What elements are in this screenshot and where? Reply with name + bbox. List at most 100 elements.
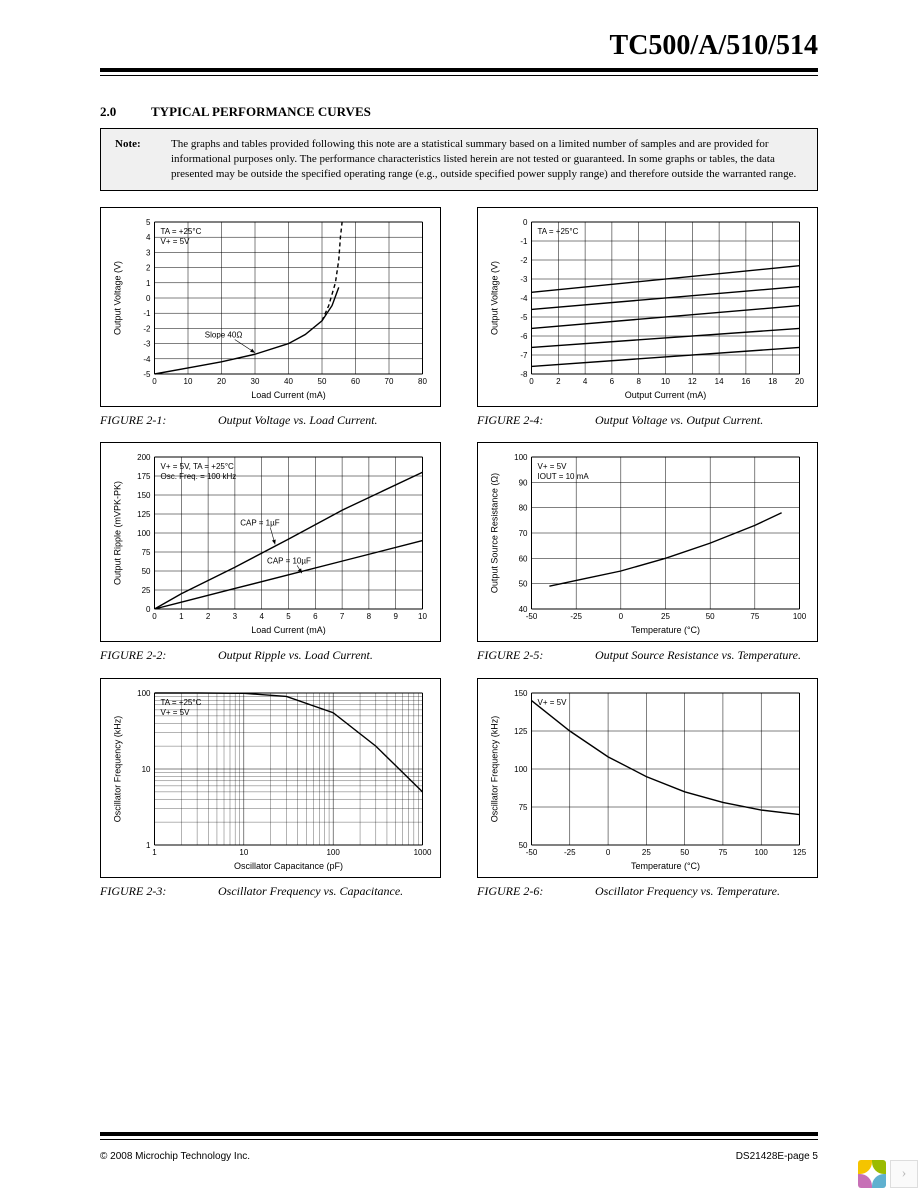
svg-text:5: 5 [286,612,291,621]
svg-text:2: 2 [146,263,151,272]
svg-text:-8: -8 [520,370,528,379]
svg-text:100: 100 [793,612,807,621]
figure-caption: FIGURE 2-3:Oscillator Frequency vs. Capa… [100,884,441,900]
chart-block: -50-2502550751001255075100125150V+ = 5VT… [477,678,818,900]
svg-text:75: 75 [142,548,151,557]
viewer-pager: › [858,1160,918,1188]
svg-text:4: 4 [583,377,588,386]
chart-svg: -50-250255075100405060708090100V+ = 5VIO… [482,449,809,635]
svg-text:V+ = 5V, TA = +25°C: V+ = 5V, TA = +25°C [161,462,235,471]
figure-caption-text: Output Voltage vs. Load Current. [218,413,378,427]
viewer-logo-icon [858,1160,886,1188]
svg-text:TA = +25°C: TA = +25°C [538,227,579,236]
svg-text:25: 25 [661,612,670,621]
svg-text:-7: -7 [520,351,528,360]
footer-right: DS21428E-page 5 [736,1151,818,1162]
svg-text:100: 100 [514,765,528,774]
chart-frame: -50-250255075100405060708090100V+ = 5VIO… [477,442,818,642]
svg-text:10: 10 [142,765,151,774]
svg-text:-6: -6 [520,332,528,341]
svg-text:0: 0 [523,218,528,227]
svg-text:0: 0 [152,377,157,386]
chart-block: 0123456789100255075100125150175200V+ = 5… [100,442,441,664]
svg-text:70: 70 [519,529,528,538]
svg-text:V+ = 5V: V+ = 5V [161,237,191,246]
figure-label: FIGURE 2-5: [477,648,595,664]
svg-text:10: 10 [184,377,193,386]
figure-caption: FIGURE 2-1:Output Voltage vs. Load Curre… [100,413,441,429]
svg-text:100: 100 [326,848,340,857]
svg-text:0: 0 [619,612,624,621]
svg-text:125: 125 [137,510,151,519]
svg-text:Load Current (mA): Load Current (mA) [251,390,326,400]
svg-text:4: 4 [146,233,151,242]
next-page-button[interactable]: › [890,1160,918,1188]
svg-text:Temperature (°C): Temperature (°C) [631,625,700,635]
svg-text:20: 20 [795,377,804,386]
chart-frame: 1101001000110100TA = +25°CV+ = 5VOscilla… [100,678,441,878]
svg-text:20: 20 [217,377,226,386]
svg-text:100: 100 [137,529,151,538]
svg-text:0: 0 [529,377,534,386]
note-label: Note: [115,137,171,182]
svg-text:60: 60 [351,377,360,386]
svg-text:10: 10 [418,612,427,621]
figure-caption: FIGURE 2-2:Output Ripple vs. Load Curren… [100,648,441,664]
svg-text:Oscillator Frequency (kHz): Oscillator Frequency (kHz) [113,715,123,822]
svg-text:CAP = 10µF: CAP = 10µF [267,557,311,566]
svg-text:70: 70 [385,377,394,386]
svg-text:-1: -1 [520,237,528,246]
svg-text:12: 12 [688,377,697,386]
chart-frame: 02468101214161820-8-7-6-5-4-3-2-10TA = +… [477,207,818,407]
svg-text:Slope 40Ω: Slope 40Ω [205,330,243,339]
svg-text:100: 100 [755,848,769,857]
svg-text:Oscillator Capacitance (pF): Oscillator Capacitance (pF) [234,861,343,871]
svg-text:-2: -2 [520,256,528,265]
svg-text:-5: -5 [143,370,151,379]
svg-text:-25: -25 [564,848,576,857]
figure-label: FIGURE 2-3: [100,884,218,900]
svg-text:-2: -2 [143,324,151,333]
svg-text:2: 2 [556,377,561,386]
figure-caption-text: Oscillator Frequency vs. Capacitance. [218,884,403,898]
svg-text:-3: -3 [143,339,151,348]
chart-frame: -50-2502550751001255075100125150V+ = 5VT… [477,678,818,878]
svg-text:9: 9 [393,612,398,621]
svg-text:-1: -1 [143,309,151,318]
chart-frame: 0123456789100255075100125150175200V+ = 5… [100,442,441,642]
figure-caption-text: Output Source Resistance vs. Temperature… [595,648,801,662]
svg-text:-4: -4 [520,294,528,303]
svg-text:4: 4 [259,612,264,621]
figure-label: FIGURE 2-4: [477,413,595,429]
svg-text:Output Voltage (V): Output Voltage (V) [490,261,500,335]
svg-text:Output Ripple (mVPK-PK): Output Ripple (mVPK-PK) [113,481,123,585]
svg-text:50: 50 [318,377,327,386]
note-box: Note: The graphs and tables provided fol… [100,128,818,191]
svg-text:6: 6 [313,612,318,621]
svg-text:1: 1 [146,278,151,287]
figure-caption: FIGURE 2-4:Output Voltage vs. Output Cur… [477,413,818,429]
chart-block: 02468101214161820-8-7-6-5-4-3-2-10TA = +… [477,207,818,429]
svg-text:Output Source Resistance (Ω): Output Source Resistance (Ω) [490,473,500,593]
svg-text:IOUT = 10 mA: IOUT = 10 mA [538,472,590,481]
chart-svg: -50-2502550751001255075100125150V+ = 5VT… [482,685,809,871]
chart-block: 1101001000110100TA = +25°CV+ = 5VOscilla… [100,678,441,900]
chart-svg: 02468101214161820-8-7-6-5-4-3-2-10TA = +… [482,214,809,400]
svg-text:40: 40 [519,605,528,614]
svg-text:10: 10 [239,848,248,857]
chart-frame: 01020304050607080-5-4-3-2-1012345TA = +2… [100,207,441,407]
section-title: TYPICAL PERFORMANCE CURVES [151,104,371,119]
svg-text:3: 3 [146,248,151,257]
svg-text:Osc. Freq. = 100 kHz: Osc. Freq. = 100 kHz [161,472,237,481]
svg-text:7: 7 [340,612,345,621]
svg-text:75: 75 [718,848,727,857]
charts-grid: 01020304050607080-5-4-3-2-1012345TA = +2… [100,207,818,900]
svg-text:100: 100 [514,453,528,462]
svg-text:80: 80 [418,377,427,386]
svg-text:-50: -50 [526,612,538,621]
svg-text:50: 50 [706,612,715,621]
svg-text:75: 75 [519,803,528,812]
figure-caption-text: Oscillator Frequency vs. Temperature. [595,884,780,898]
footer-left: © 2008 Microchip Technology Inc. [100,1151,250,1162]
svg-text:-4: -4 [143,354,151,363]
